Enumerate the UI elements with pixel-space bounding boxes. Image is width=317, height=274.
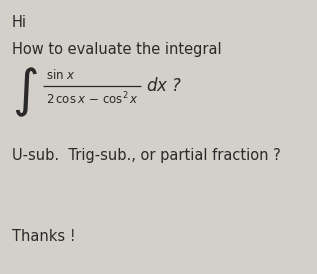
Text: How to evaluate the integral: How to evaluate the integral bbox=[12, 42, 222, 58]
Text: $dx$ ?: $dx$ ? bbox=[146, 77, 182, 95]
Text: Thanks !: Thanks ! bbox=[12, 229, 76, 244]
Text: $2\,\mathrm{cos}\,x\,-\,\mathrm{cos}^2\,x$: $2\,\mathrm{cos}\,x\,-\,\mathrm{cos}^2\,… bbox=[46, 90, 139, 107]
Text: Hi: Hi bbox=[12, 15, 27, 30]
Text: U-sub.  Trig-sub., or partial fraction ?: U-sub. Trig-sub., or partial fraction ? bbox=[12, 148, 281, 163]
Text: $\int$: $\int$ bbox=[12, 65, 38, 119]
Text: $\mathrm{sin}\ x$: $\mathrm{sin}\ x$ bbox=[46, 68, 76, 82]
